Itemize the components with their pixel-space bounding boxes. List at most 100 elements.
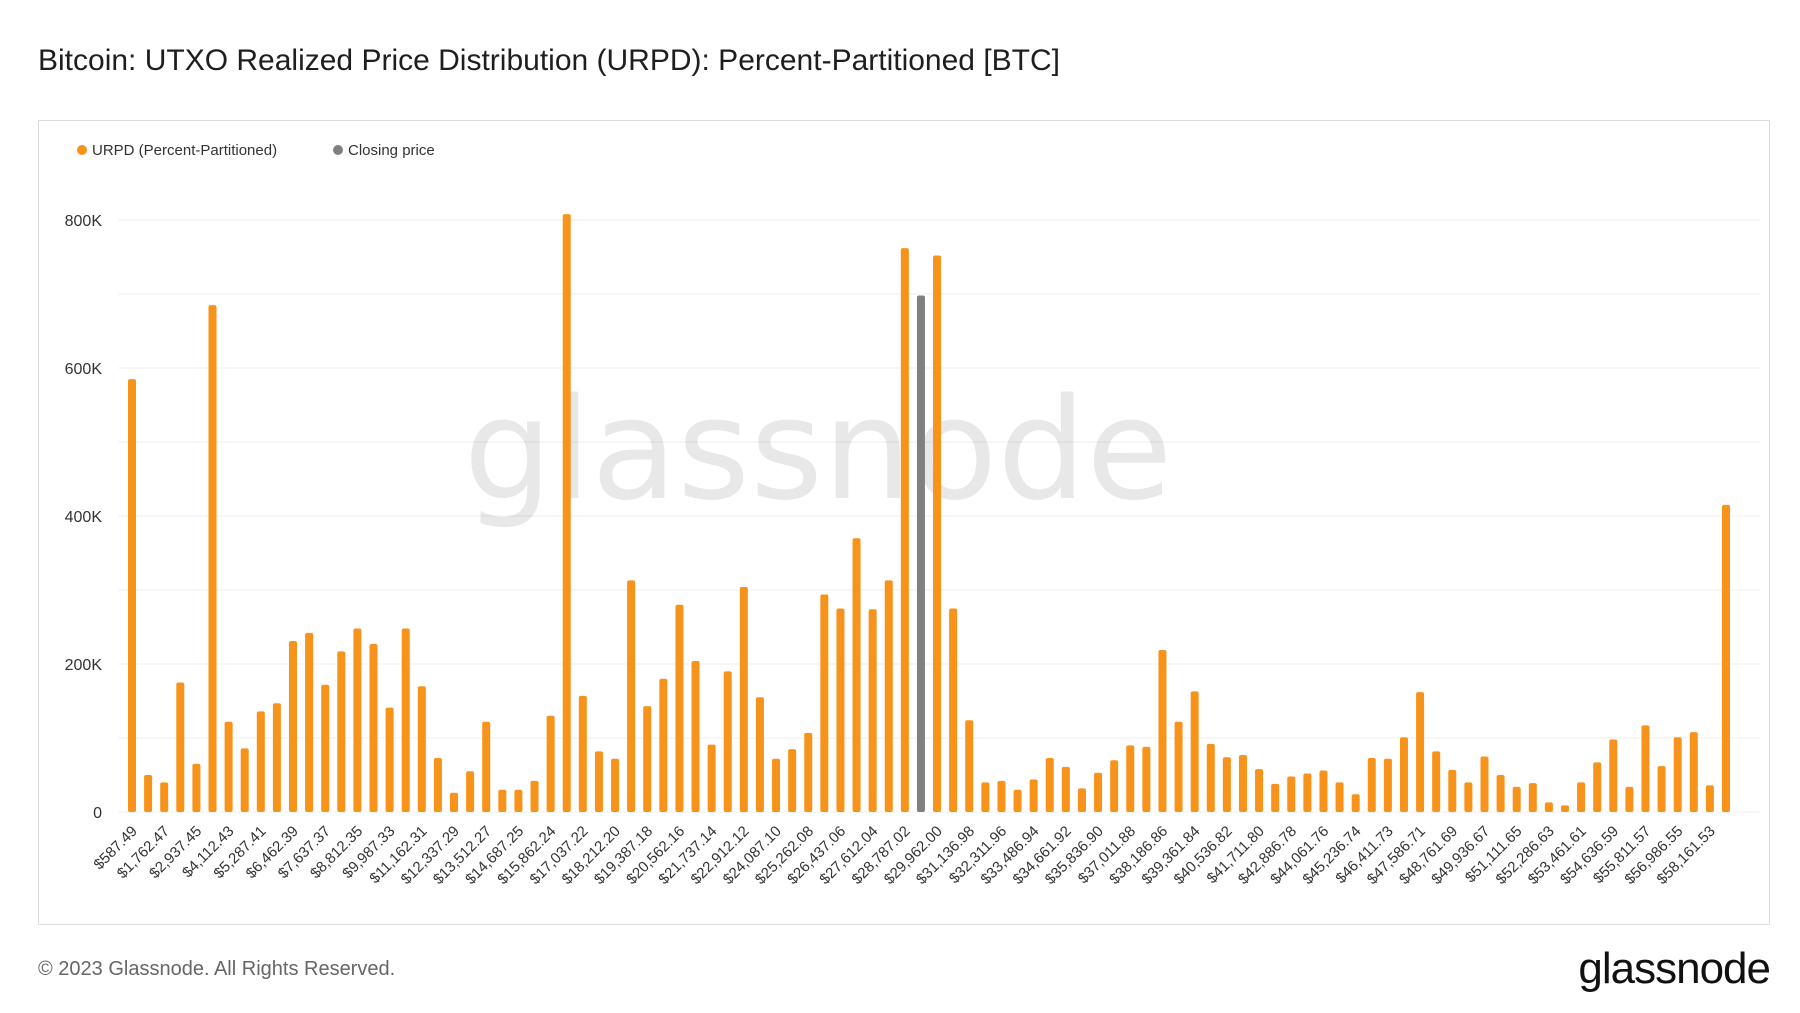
bar-urpd[interactable] [1496, 775, 1505, 812]
bar-urpd[interactable] [739, 587, 748, 812]
bar-urpd[interactable] [1593, 762, 1602, 812]
bar-urpd[interactable] [1432, 751, 1441, 812]
bar-urpd[interactable] [627, 580, 636, 812]
bar-urpd[interactable] [1722, 504, 1730, 812]
bar-urpd[interactable] [594, 751, 603, 812]
bar-closing-price[interactable] [916, 295, 925, 812]
bar-urpd[interactable] [1673, 737, 1682, 812]
bar-urpd[interactable] [160, 782, 169, 812]
bar-urpd[interactable] [1303, 773, 1312, 812]
bar-urpd[interactable] [1110, 760, 1119, 812]
bar-urpd[interactable] [337, 651, 346, 812]
bar-urpd[interactable] [723, 671, 732, 812]
bar-urpd[interactable] [884, 580, 893, 812]
bar-urpd[interactable] [256, 711, 265, 812]
bar-urpd[interactable] [144, 775, 153, 812]
bar-urpd[interactable] [1641, 725, 1650, 812]
bar-urpd[interactable] [530, 780, 539, 812]
bar-urpd[interactable] [289, 641, 298, 812]
bar-urpd[interactable] [788, 749, 797, 812]
bar-urpd[interactable] [1657, 766, 1666, 812]
bar-urpd[interactable] [1029, 779, 1038, 812]
bar-urpd[interactable] [836, 608, 845, 813]
legend-item-closing-price[interactable]: Closing price [333, 142, 435, 159]
bar-urpd[interactable] [1351, 794, 1360, 812]
bar-urpd[interactable] [611, 758, 620, 812]
bar-urpd[interactable] [852, 538, 861, 812]
bar-urpd[interactable] [546, 715, 555, 812]
legend[interactable]: URPD (Percent-Partitioned) Closing price [77, 142, 435, 159]
bar-urpd[interactable] [1399, 737, 1408, 812]
bar-urpd[interactable] [933, 255, 942, 812]
bar-urpd[interactable] [981, 782, 990, 812]
bar-urpd[interactable] [1480, 756, 1489, 813]
bar-urpd[interactable] [208, 305, 217, 812]
bar-urpd[interactable] [482, 721, 491, 812]
bar-urpd[interactable] [772, 758, 781, 812]
bar-urpd[interactable] [498, 789, 507, 812]
bar-urpd[interactable] [1190, 691, 1199, 812]
bar-urpd[interactable] [1126, 745, 1135, 812]
glassnode-logo[interactable]: glassnode [1578, 944, 1771, 993]
bar-urpd[interactable] [240, 748, 249, 812]
bar-urpd[interactable] [578, 695, 587, 812]
bar-urpd[interactable] [224, 721, 233, 812]
bar-urpd[interactable] [804, 732, 813, 812]
bar-urpd[interactable] [1609, 739, 1618, 812]
bar-urpd[interactable] [450, 792, 459, 812]
bar-urpd[interactable] [466, 771, 475, 812]
bar-urpd[interactable] [1158, 649, 1167, 812]
bar-urpd[interactable] [1013, 789, 1022, 812]
bar-urpd[interactable] [305, 632, 314, 812]
bar-urpd[interactable] [1045, 757, 1054, 812]
bar-urpd[interactable] [1222, 757, 1231, 812]
bar-urpd[interactable] [1448, 769, 1457, 812]
bar-urpd[interactable] [691, 661, 700, 812]
bar-urpd[interactable] [675, 604, 684, 812]
bar-urpd[interactable] [192, 763, 201, 812]
bar-urpd[interactable] [401, 628, 410, 812]
bar-urpd[interactable] [949, 608, 958, 813]
bar-urpd[interactable] [176, 682, 185, 813]
bar-urpd[interactable] [900, 248, 909, 812]
bar-urpd[interactable] [1383, 758, 1392, 812]
bar-urpd[interactable] [1544, 802, 1553, 812]
bar-urpd[interactable] [1271, 783, 1280, 812]
bar-urpd[interactable] [1319, 770, 1328, 812]
bar-urpd[interactable] [353, 628, 362, 812]
bar-urpd[interactable] [1367, 757, 1376, 812]
bar-urpd[interactable] [128, 379, 136, 812]
bar-urpd[interactable] [1206, 743, 1215, 812]
bar-urpd[interactable] [1464, 782, 1473, 812]
bar-urpd[interactable] [755, 697, 764, 812]
bar-urpd[interactable] [272, 703, 281, 812]
bar-urpd[interactable] [1077, 788, 1086, 812]
bar-urpd[interactable] [1528, 783, 1537, 812]
bar-urpd[interactable] [997, 780, 1006, 812]
bar-urpd[interactable] [820, 594, 829, 812]
bar-urpd[interactable] [707, 744, 716, 812]
bar-urpd[interactable] [1142, 746, 1151, 812]
bar-urpd[interactable] [1287, 776, 1296, 812]
bar-urpd[interactable] [1560, 805, 1569, 812]
bar-urpd[interactable] [965, 720, 974, 812]
bar-urpd[interactable] [1174, 721, 1183, 812]
bar-urpd[interactable] [868, 609, 877, 812]
bar-urpd[interactable] [1238, 755, 1247, 812]
bar-urpd[interactable] [643, 706, 652, 812]
bar-urpd[interactable] [385, 707, 394, 812]
bar-urpd[interactable] [1335, 782, 1344, 812]
bar-urpd[interactable] [1094, 772, 1103, 812]
bar-urpd[interactable] [1061, 766, 1070, 812]
bar-urpd[interactable] [1255, 769, 1264, 812]
bar-urpd[interactable] [1689, 732, 1698, 812]
bar-urpd[interactable] [1625, 786, 1634, 812]
legend-item-urpd[interactable]: URPD (Percent-Partitioned) [77, 142, 277, 159]
bar-urpd[interactable] [659, 678, 668, 812]
bar-urpd[interactable] [562, 214, 571, 812]
bar-urpd[interactable] [1512, 786, 1521, 812]
bar-urpd[interactable] [514, 789, 523, 812]
bar-urpd[interactable] [1577, 782, 1586, 812]
bar-urpd[interactable] [321, 684, 330, 812]
bar-urpd[interactable] [369, 644, 378, 812]
